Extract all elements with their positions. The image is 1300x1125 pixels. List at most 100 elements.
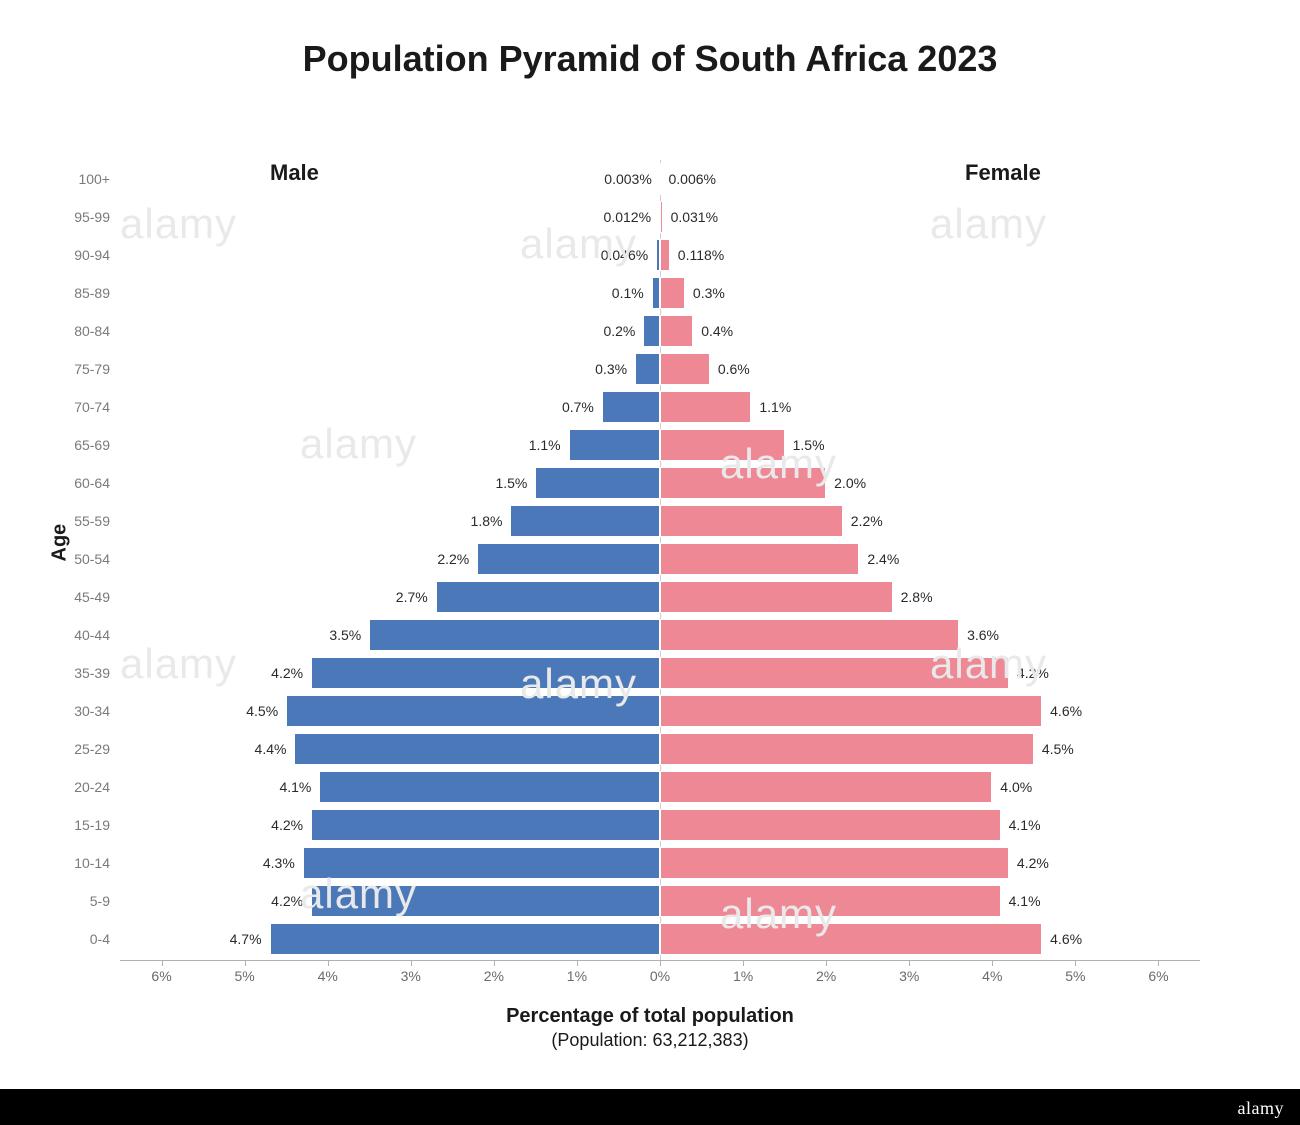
male-bar bbox=[436, 581, 660, 613]
x-tick-mark bbox=[1158, 960, 1159, 966]
female-value-label: 4.6% bbox=[1050, 931, 1082, 947]
male-bar bbox=[477, 543, 660, 575]
age-group-label: 35-39 bbox=[10, 665, 110, 681]
male-bar bbox=[652, 277, 660, 309]
female-value-label: 4.6% bbox=[1050, 703, 1082, 719]
male-value-label: 4.2% bbox=[271, 665, 303, 681]
age-row: 60-641.5%2.0% bbox=[120, 464, 1200, 502]
male-bar bbox=[510, 505, 660, 537]
male-value-label: 4.2% bbox=[271, 893, 303, 909]
female-value-label: 0.6% bbox=[718, 361, 750, 377]
female-value-label: 1.5% bbox=[793, 437, 825, 453]
plot-area: 100+0.003%0.006%95-990.012%0.031%90-940.… bbox=[120, 160, 1200, 960]
male-value-label: 0.7% bbox=[562, 399, 594, 415]
female-value-label: 2.8% bbox=[901, 589, 933, 605]
age-group-label: 45-49 bbox=[10, 589, 110, 605]
age-row: 90-940.046%0.118% bbox=[120, 236, 1200, 274]
female-bar bbox=[660, 733, 1034, 765]
female-bar bbox=[660, 885, 1001, 917]
age-group-label: 50-54 bbox=[10, 551, 110, 567]
x-axis: 6%5%4%3%2%1%0%1%2%3%4%5%6% bbox=[120, 960, 1200, 1000]
x-tick-label: 5% bbox=[234, 968, 254, 984]
female-bar bbox=[660, 277, 685, 309]
x-tick-label: 4% bbox=[318, 968, 338, 984]
x-tick-label: 4% bbox=[982, 968, 1002, 984]
female-bar bbox=[660, 201, 663, 233]
x-tick-label: 3% bbox=[899, 968, 919, 984]
population-subtext: (Population: 63,212,383) bbox=[0, 1030, 1300, 1051]
male-value-label: 4.4% bbox=[255, 741, 287, 757]
female-bar bbox=[660, 923, 1042, 955]
x-tick-label: 1% bbox=[733, 968, 753, 984]
x-tick-mark bbox=[992, 960, 993, 966]
age-group-label: 15-19 bbox=[10, 817, 110, 833]
age-row: 30-344.5%4.6% bbox=[120, 692, 1200, 730]
age-row: 40-443.5%3.6% bbox=[120, 616, 1200, 654]
female-bar bbox=[660, 391, 751, 423]
x-tick-mark bbox=[494, 960, 495, 966]
age-row: 0-44.7%4.6% bbox=[120, 920, 1200, 958]
male-bar bbox=[602, 391, 660, 423]
x-tick-label: 2% bbox=[484, 968, 504, 984]
age-group-label: 75-79 bbox=[10, 361, 110, 377]
x-tick-label: 1% bbox=[567, 968, 587, 984]
age-row: 20-244.1%4.0% bbox=[120, 768, 1200, 806]
male-value-label: 1.8% bbox=[471, 513, 503, 529]
male-bar bbox=[569, 429, 660, 461]
age-row: 35-394.2%4.2% bbox=[120, 654, 1200, 692]
male-bar bbox=[311, 809, 660, 841]
female-value-label: 1.1% bbox=[759, 399, 791, 415]
male-bar bbox=[286, 695, 660, 727]
age-group-label: 70-74 bbox=[10, 399, 110, 415]
age-row: 55-591.8%2.2% bbox=[120, 502, 1200, 540]
age-group-label: 5-9 bbox=[10, 893, 110, 909]
male-value-label: 0.003% bbox=[604, 171, 651, 187]
age-group-label: 100+ bbox=[10, 171, 110, 187]
x-tick-mark bbox=[245, 960, 246, 966]
age-group-label: 80-84 bbox=[10, 323, 110, 339]
female-bar bbox=[660, 163, 662, 195]
male-value-label: 4.7% bbox=[230, 931, 262, 947]
age-row: 50-542.2%2.4% bbox=[120, 540, 1200, 578]
female-value-label: 4.1% bbox=[1009, 893, 1041, 909]
female-value-label: 4.0% bbox=[1000, 779, 1032, 795]
male-value-label: 2.7% bbox=[396, 589, 428, 605]
male-value-label: 0.012% bbox=[604, 209, 651, 225]
female-bar bbox=[660, 771, 992, 803]
male-value-label: 3.5% bbox=[329, 627, 361, 643]
age-group-label: 60-64 bbox=[10, 475, 110, 491]
age-row: 65-691.1%1.5% bbox=[120, 426, 1200, 464]
male-bar bbox=[303, 847, 660, 879]
male-value-label: 1.5% bbox=[495, 475, 527, 491]
x-tick-mark bbox=[826, 960, 827, 966]
footer-bar: alamy bbox=[0, 1089, 1300, 1125]
age-row: 75-790.3%0.6% bbox=[120, 350, 1200, 388]
age-row: 100+0.003%0.006% bbox=[120, 160, 1200, 198]
male-value-label: 1.1% bbox=[529, 437, 561, 453]
age-row: 25-294.4%4.5% bbox=[120, 730, 1200, 768]
female-bar bbox=[660, 467, 826, 499]
female-bar bbox=[660, 581, 893, 613]
age-group-label: 40-44 bbox=[10, 627, 110, 643]
female-value-label: 0.118% bbox=[678, 247, 724, 263]
female-value-label: 0.3% bbox=[693, 285, 725, 301]
male-value-label: 4.1% bbox=[279, 779, 311, 795]
female-bar bbox=[660, 809, 1001, 841]
age-row: 45-492.7%2.8% bbox=[120, 578, 1200, 616]
x-tick-mark bbox=[162, 960, 163, 966]
female-bar bbox=[660, 619, 959, 651]
x-tick-mark bbox=[577, 960, 578, 966]
male-bar bbox=[319, 771, 660, 803]
male-value-label: 0.1% bbox=[612, 285, 644, 301]
female-bar bbox=[660, 657, 1009, 689]
age-row: 85-890.1%0.3% bbox=[120, 274, 1200, 312]
female-bar bbox=[660, 695, 1042, 727]
female-bar bbox=[660, 543, 859, 575]
x-tick-label: 0% bbox=[650, 968, 670, 984]
age-row: 70-740.7%1.1% bbox=[120, 388, 1200, 426]
male-bar bbox=[311, 885, 660, 917]
female-bar bbox=[660, 847, 1009, 879]
x-tick-mark bbox=[743, 960, 744, 966]
x-tick-mark bbox=[411, 960, 412, 966]
male-value-label: 0.3% bbox=[595, 361, 627, 377]
